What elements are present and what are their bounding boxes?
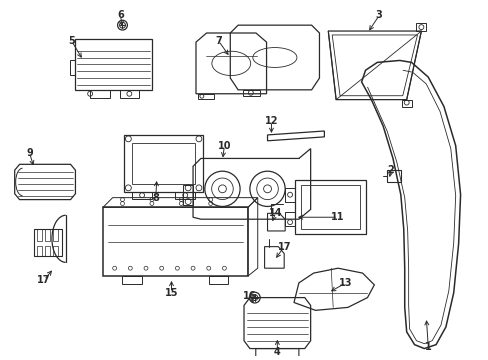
Text: 13: 13: [339, 278, 352, 288]
Bar: [132, 143, 195, 184]
Text: 12: 12: [264, 116, 278, 126]
Bar: [102, 207, 247, 276]
Text: 2: 2: [387, 165, 394, 175]
Text: 15: 15: [164, 288, 178, 298]
Text: 16: 16: [243, 291, 256, 301]
Text: 17: 17: [37, 275, 51, 285]
Text: 9: 9: [26, 148, 33, 158]
Text: 1: 1: [424, 342, 431, 352]
Text: 6: 6: [117, 10, 123, 21]
Text: 10: 10: [217, 141, 231, 151]
Text: 11: 11: [331, 212, 344, 222]
Text: 4: 4: [273, 347, 280, 357]
Bar: [386, 170, 400, 182]
Text: 17: 17: [277, 242, 290, 252]
Text: 7: 7: [215, 36, 222, 46]
Text: 8: 8: [152, 193, 159, 203]
Text: 5: 5: [68, 36, 75, 46]
Bar: [300, 185, 359, 229]
Text: 3: 3: [375, 10, 382, 21]
Text: 14: 14: [268, 208, 282, 218]
